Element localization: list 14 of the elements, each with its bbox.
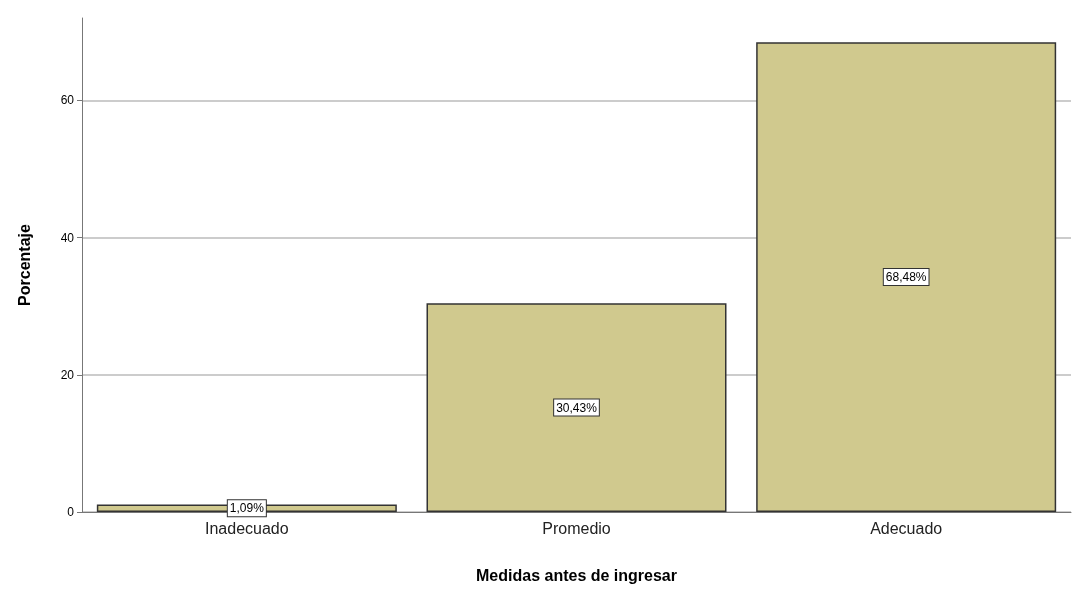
data-label: 68,48%	[885, 270, 927, 285]
y-tick-label: 20	[60, 367, 75, 382]
y-tick-label: 60	[60, 93, 75, 108]
x-tick-label: Inadecuado	[205, 519, 289, 537]
x-axis-title: Medidas antes de ingresar	[476, 566, 677, 584]
data-label: 1,09%	[229, 501, 265, 516]
y-axis-title: Porcentaje	[15, 223, 33, 306]
x-tick-label: Adecuado	[870, 519, 943, 537]
bar	[756, 42, 1057, 512]
bar	[426, 303, 727, 512]
x-tick-label: Promedio	[542, 519, 611, 537]
y-tick-label: 40	[60, 230, 75, 245]
y-tick-label: 0	[67, 505, 75, 519]
data-label: 30,43%	[556, 400, 598, 415]
